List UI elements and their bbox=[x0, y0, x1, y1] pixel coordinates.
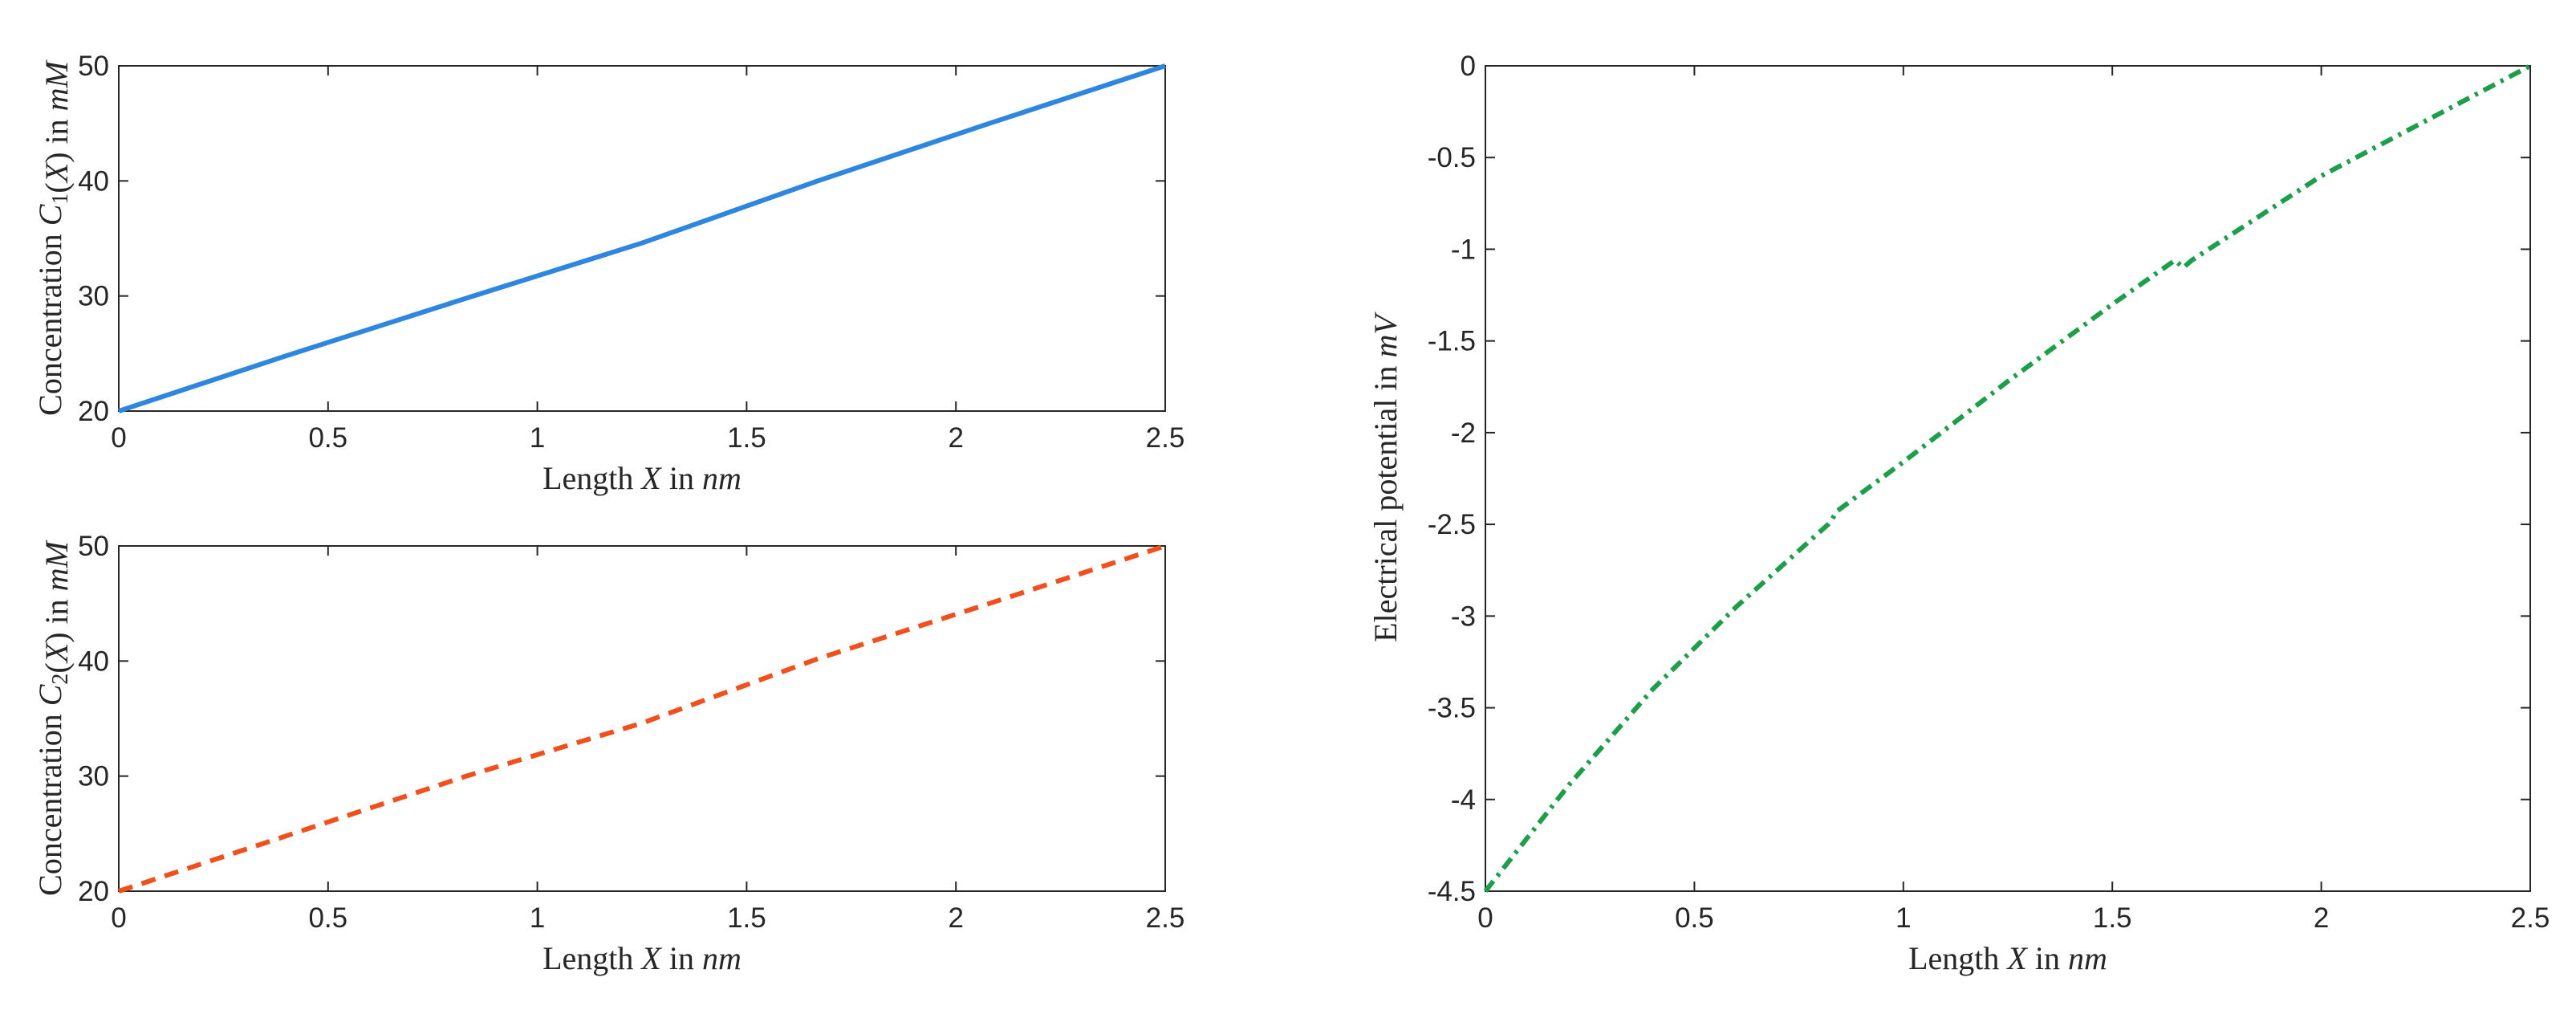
y-tick-label: -4 bbox=[1451, 784, 1476, 816]
y-tick-label: -4.5 bbox=[1428, 876, 1476, 907]
x-tick-label: 2.5 bbox=[2511, 902, 2550, 934]
y-tick-label: -3.5 bbox=[1428, 693, 1476, 724]
x-tick-label: 1 bbox=[530, 422, 545, 454]
x-tick-label: 2.5 bbox=[1146, 422, 1185, 454]
x-tick-label: 0 bbox=[1477, 902, 1493, 934]
x-tick-label: 1.5 bbox=[2093, 902, 2132, 934]
x-tick-label: 1 bbox=[1895, 902, 1911, 934]
x-tick-label: 2 bbox=[948, 422, 963, 454]
x-tick-label: 1 bbox=[530, 902, 545, 934]
y-axis-label: Concentration C2(X) in mM bbox=[32, 539, 75, 895]
y-tick-label: -3 bbox=[1451, 601, 1476, 632]
y-tick-label: 30 bbox=[78, 281, 109, 312]
y-tick-label: 0 bbox=[1461, 51, 1476, 82]
y-tick-label: -2 bbox=[1451, 417, 1476, 449]
y-axis-label: Concentration C1(X) in mM bbox=[32, 59, 75, 415]
x-tick-label: 0.5 bbox=[308, 902, 347, 934]
y-tick-label: 20 bbox=[78, 876, 109, 907]
y-tick-label: 50 bbox=[78, 531, 109, 562]
x-tick-label: 0.5 bbox=[1675, 902, 1714, 934]
x-tick-label: 2.5 bbox=[1146, 902, 1185, 934]
series-line-0 bbox=[118, 544, 1166, 894]
x-tick-label: 2 bbox=[2314, 902, 2329, 934]
y-tick-label: -0.5 bbox=[1428, 142, 1476, 173]
x-axis-label: Length X in nm bbox=[542, 940, 742, 976]
x-tick-label: 0 bbox=[111, 422, 126, 454]
y-tick-label: 40 bbox=[78, 646, 109, 677]
y-tick-label: -1.5 bbox=[1428, 326, 1476, 357]
y-tick-label: 40 bbox=[78, 165, 109, 197]
y-tick-label: 50 bbox=[78, 51, 109, 82]
plot-frame bbox=[1485, 65, 2531, 892]
x-tick-label: 0 bbox=[111, 902, 126, 934]
y-tick-label: -1 bbox=[1451, 234, 1476, 265]
x-tick-label: 1.5 bbox=[727, 902, 766, 934]
plot-panel-c2: 0 0.5 1 1.5 2 2.5 20 30 40 50 Length X in nm Concen… bbox=[32, 531, 1184, 976]
x-tick-label: 0.5 bbox=[308, 422, 347, 454]
x-axis-label: Length X in nm bbox=[1908, 940, 2107, 976]
x-axis-label: Length X in nm bbox=[542, 460, 742, 496]
plot-panel-potential: 0 0.5 1 1.5 2 2.5 -4.5 -4 -3.5 -3 -2.5 -2 -1.5 -1 -0.5… bbox=[1367, 51, 2550, 976]
y-tick-label: 30 bbox=[78, 761, 109, 792]
series-line-0 bbox=[1483, 63, 2532, 893]
y-tick-label: -2.5 bbox=[1428, 509, 1476, 540]
x-tick-label: 2 bbox=[948, 902, 963, 934]
y-tick-label: 20 bbox=[78, 396, 109, 427]
series-line-0 bbox=[118, 63, 1166, 413]
x-tick-label: 1.5 bbox=[727, 422, 766, 454]
plot-frame bbox=[118, 545, 1166, 892]
y-axis-label: Electrical potential in mV bbox=[1367, 312, 1404, 642]
plot-panel-c1: 0 0.5 1 1.5 2 2.5 20 30 40 50 Length X in nm Concen… bbox=[32, 51, 1184, 496]
